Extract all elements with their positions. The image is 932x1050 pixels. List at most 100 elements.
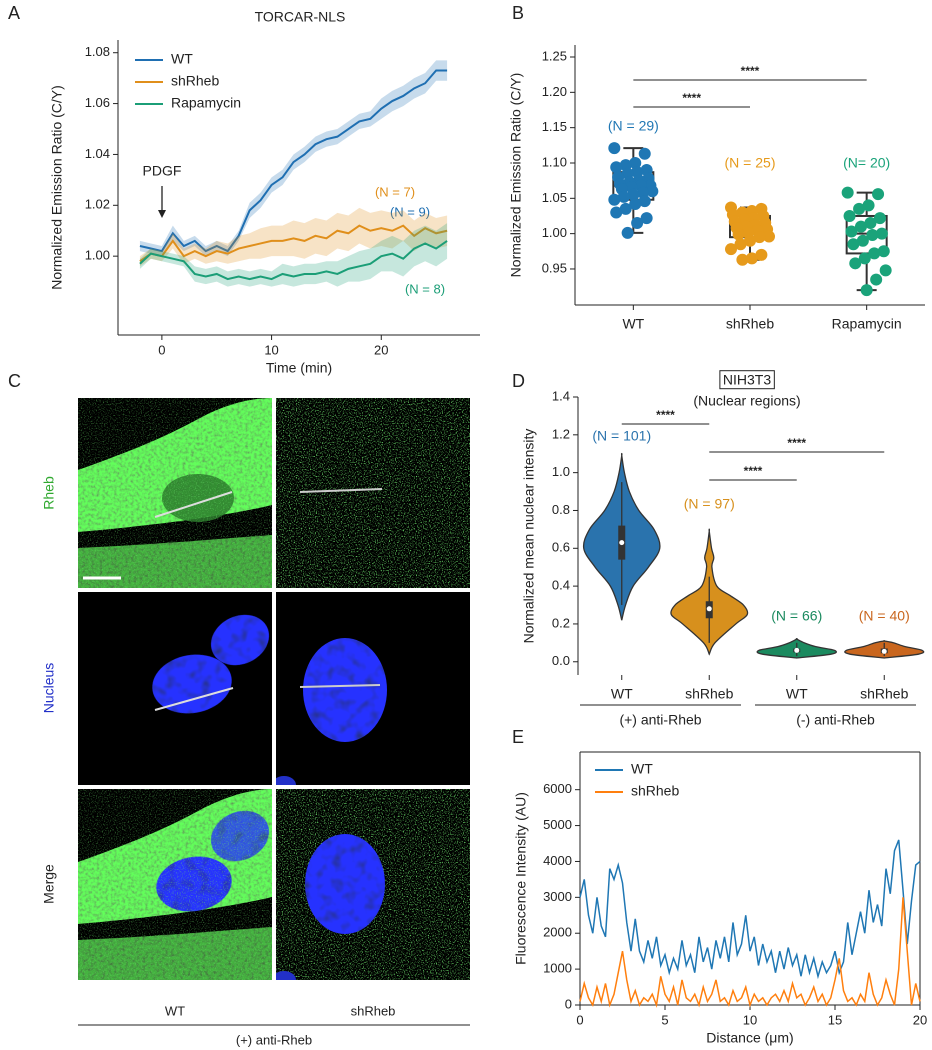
point <box>629 156 642 169</box>
median <box>794 647 800 653</box>
legend-label: WT <box>171 51 193 67</box>
image-tile <box>78 398 272 588</box>
row-label: Merge <box>41 864 57 904</box>
image-tile <box>276 398 470 588</box>
point <box>725 243 737 256</box>
point <box>879 264 892 277</box>
column-label: WT <box>165 1003 185 1018</box>
y-tick-label: 0.6 <box>552 540 570 555</box>
legend-label: WT <box>631 761 653 777</box>
point <box>841 186 854 199</box>
nucleus <box>152 654 232 714</box>
point <box>619 202 632 215</box>
image-tile <box>78 592 272 785</box>
point <box>862 199 875 212</box>
point <box>610 161 623 174</box>
y-axis-label: Normalized Emission Ratio (C/Y) <box>49 85 65 290</box>
point <box>856 234 869 247</box>
group-label: (+) anti-Rheb <box>619 712 701 728</box>
y-tick-label: 3000 <box>543 889 572 904</box>
n-label: (N = 8) <box>405 281 445 296</box>
y-tick-label: 1.4 <box>552 388 570 403</box>
point <box>640 212 653 225</box>
y-tick-label: 1.05 <box>542 190 567 205</box>
x-tick-label: 15 <box>828 1012 842 1027</box>
y-tick-label: 1.08 <box>85 44 110 59</box>
y-tick-label: 4000 <box>543 853 572 868</box>
row-label: Nucleus <box>41 663 57 714</box>
chart-title: TORCAR-NLS <box>255 9 346 25</box>
y-tick-label: 2000 <box>543 925 572 940</box>
annotation: PDGF <box>143 163 182 179</box>
y-tick-label: 1.2 <box>552 426 570 441</box>
point <box>617 190 630 203</box>
profile-line <box>299 488 383 493</box>
n-label: (N = 25) <box>725 155 776 171</box>
legend-label: Rapamycin <box>171 95 241 111</box>
panel-label: C <box>8 371 21 391</box>
line <box>139 224 448 263</box>
n-label: (N = 101) <box>592 428 651 444</box>
y-tick-label: 1.00 <box>542 225 567 240</box>
point <box>610 206 623 219</box>
x-tick-label: WT <box>786 686 808 702</box>
point <box>763 230 775 243</box>
point <box>868 247 881 260</box>
point <box>638 195 651 208</box>
line <box>579 897 921 1008</box>
point <box>858 252 871 265</box>
line <box>139 240 448 281</box>
chart: 0.0 0.2 0.4 0.6 0.8 1.0 1.2 1.4 WT shRheb WT shRheb… <box>521 370 925 728</box>
point <box>847 238 860 251</box>
y-tick-label: 0.8 <box>552 502 570 517</box>
significance-label: **** <box>744 464 763 478</box>
x-tick-label: shRheb <box>860 686 908 702</box>
x-tick-label: 10 <box>264 342 278 357</box>
median <box>619 540 625 546</box>
y-tick-label: 5000 <box>543 817 572 832</box>
point <box>875 227 888 240</box>
panel-label: B <box>512 3 524 23</box>
point <box>866 229 879 242</box>
n-label: (N = 29) <box>608 118 659 134</box>
point <box>732 228 745 241</box>
image-tile <box>276 789 470 980</box>
point <box>734 238 747 251</box>
row-label: Rheb <box>41 476 57 510</box>
significance-label: **** <box>787 436 806 450</box>
point <box>860 284 873 297</box>
profile-line <box>154 687 234 711</box>
x-tick-label: 20 <box>374 342 388 357</box>
y-tick-label: 0.2 <box>552 615 570 630</box>
panel-label: A <box>8 3 20 23</box>
significance-label: **** <box>656 408 675 422</box>
chart: 1.00 1.02 1.04 1.06 1.08 0 10 20 Normalized Emis… <box>49 9 480 376</box>
point <box>631 217 644 230</box>
x-tick-label: WT <box>611 686 633 702</box>
image-tile <box>78 789 272 980</box>
significance-label: **** <box>741 64 760 78</box>
y-tick-label: 1.25 <box>542 48 567 63</box>
y-axis-label: Normalized Emission Ratio (C/Y) <box>508 73 524 278</box>
chart-title: NIH3T3 <box>723 372 771 388</box>
legend-label: shRheb <box>171 73 219 89</box>
line <box>579 839 921 980</box>
y-axis-label: Fluorescence Intensity (AU) <box>513 792 529 965</box>
panel-label: E <box>512 727 524 747</box>
x-tick-label: Rapamycin <box>832 316 902 332</box>
column-label: shRheb <box>351 1003 396 1018</box>
y-tick-label: 1.15 <box>542 119 567 134</box>
error-band <box>139 223 448 287</box>
point <box>853 202 866 215</box>
group-label: (+) anti-Rheb <box>236 1032 312 1047</box>
point <box>736 253 749 266</box>
x-tick-label: 0 <box>576 1012 583 1027</box>
point <box>608 142 621 155</box>
point <box>753 231 766 244</box>
point <box>877 245 890 258</box>
x-tick-label: WT <box>622 316 644 332</box>
n-label: (N = 9) <box>390 204 430 219</box>
point <box>870 273 883 286</box>
